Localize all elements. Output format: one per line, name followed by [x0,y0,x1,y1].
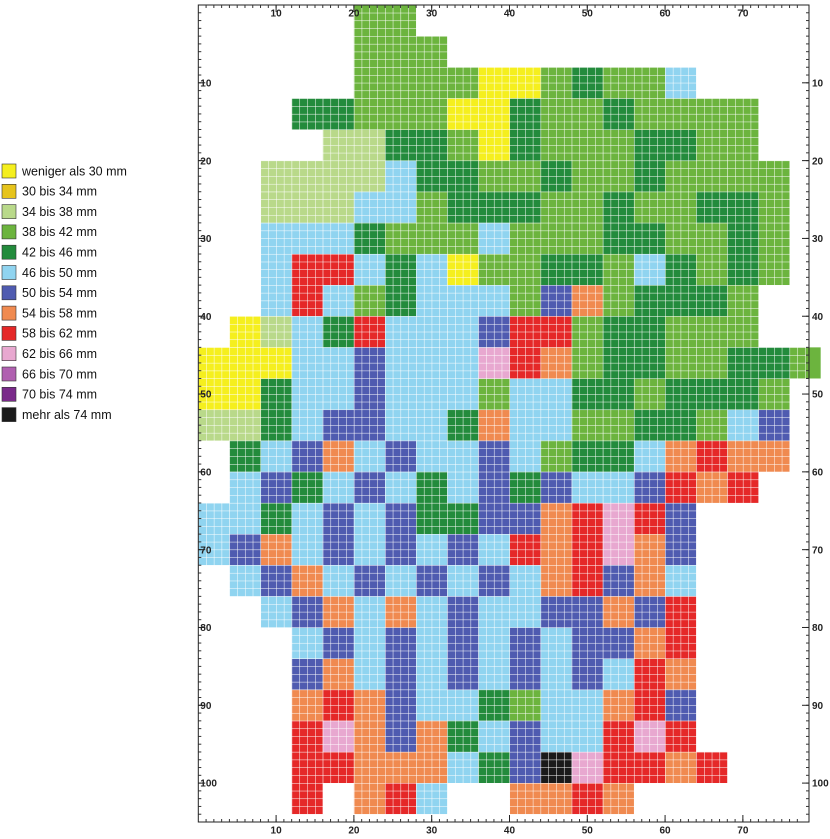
x-tick-label: 20 [348,826,360,837]
x-tick-label: 70 [737,826,749,837]
legend: weniger als 30 mm 30 bis 34 mm 34 bis 38 m… [1,163,127,422]
x-tick-label: 50 [582,9,594,20]
y-tick-label: 60 [812,467,824,478]
legend-label: 58 bis 62 mm [22,327,97,341]
legend-swatch [1,407,17,422]
y-tick-label: 80 [812,623,824,634]
y-tick-label: 60 [200,467,212,478]
legend-label: mehr als 74 mm [22,408,112,422]
y-tick-label: 30 [200,234,212,245]
y-tick-label: 50 [812,390,824,401]
x-tick-label: 10 [271,9,283,20]
y-tick-label: 40 [812,312,824,323]
legend-swatch [1,265,17,280]
x-tick-label: 20 [348,9,360,20]
legend-label: 70 bis 74 mm [22,388,97,402]
legend-swatch [1,244,17,260]
x-tick-label: 10 [271,826,283,837]
legend-swatch [1,285,17,301]
legend-label: 66 bis 70 mm [22,367,97,381]
y-tick-label: 90 [200,701,212,712]
legend-swatch [1,305,17,321]
x-tick-label: 60 [660,9,672,20]
y-tick-label: 90 [812,701,824,712]
legend-label: 30 bis 34 mm [22,185,97,199]
y-tick-label: 10 [812,78,824,89]
legend-label: weniger als 30 mm [21,164,127,178]
legend-swatch [1,224,17,240]
y-tick-label: 80 [200,623,212,634]
y-tick-label: 10 [200,78,212,89]
x-tick-label: 30 [426,9,438,20]
y-tick-label: 50 [200,390,212,401]
legend-swatch [1,346,17,362]
legend-label: 54 bis 58 mm [22,306,97,320]
y-tick-label: 100 [200,779,217,790]
x-tick-label: 70 [737,9,749,20]
y-tick-label: 20 [200,156,212,167]
legend-label: 34 bis 38 mm [22,205,97,219]
legend-label: 38 bis 42 mm [22,225,97,239]
legend-swatch [1,204,17,219]
y-tick-label: 70 [200,545,212,556]
y-tick-label: 40 [200,312,212,323]
legend-swatch [1,386,17,402]
legend-swatch [1,326,17,341]
x-tick-label: 40 [504,826,516,837]
legend-label: 62 bis 66 mm [22,347,97,361]
x-tick-label: 40 [504,9,516,20]
legend-swatch [1,184,17,199]
x-tick-label: 30 [426,826,438,837]
cell-grid-overlay [198,5,810,822]
legend-label: 46 bis 50 mm [22,266,97,280]
y-tick-label: 100 [812,779,829,790]
y-tick-label: 30 [812,234,824,245]
legend-swatch [1,163,17,179]
y-tick-label: 70 [812,545,824,556]
map-frame [197,4,810,823]
legend-swatch [1,366,17,382]
legend-label: 50 bis 54 mm [22,286,97,300]
legend-label: 42 bis 46 mm [22,245,97,259]
y-tick-label: 20 [812,156,824,167]
x-tick-label: 50 [582,826,594,837]
x-tick-label: 60 [660,826,672,837]
